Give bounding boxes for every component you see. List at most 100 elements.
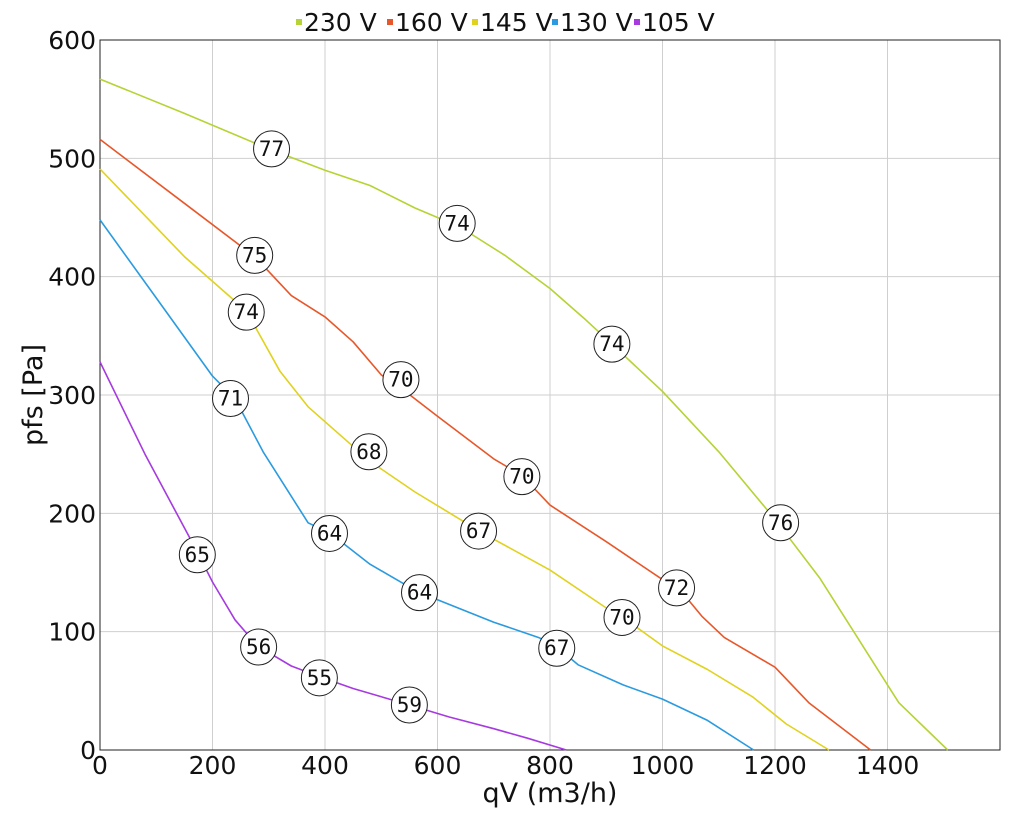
noise-level-marker: 74 [438, 204, 476, 242]
marker-circle [227, 293, 265, 331]
marker-circle [253, 130, 291, 168]
noise-level-marker: 76 [762, 504, 800, 542]
marker-circle [401, 574, 438, 612]
marker-label: 76 [768, 511, 793, 535]
marker-circle [382, 361, 420, 399]
noise-level-marker: 65 [178, 536, 216, 574]
legend-item: 145 V [472, 8, 553, 37]
noise-level-marker: 74 [227, 293, 265, 331]
noise-level-marker: 71 [212, 380, 249, 418]
noise-level-marker: 74 [593, 325, 631, 363]
marker-circle [593, 325, 631, 363]
y-tick-label: 0 [80, 736, 96, 765]
marker-label: 59 [397, 693, 422, 717]
marker-label: 71 [218, 387, 243, 411]
legend-swatch [387, 19, 393, 25]
legend-item: 105 V [634, 8, 715, 37]
legend-swatch [472, 19, 478, 25]
x-tick-label: 600 [414, 751, 462, 780]
marker-label: 74 [599, 332, 624, 356]
marker-label: 72 [664, 576, 689, 600]
legend-label: 130 V [560, 8, 633, 37]
axis-ticks: 0 200 400 600 800 1000 1200 1400 0 100 200 300 400 50… [48, 26, 919, 780]
noise-level-marker: 70 [382, 361, 420, 399]
noise-level-marker: 55 [300, 659, 338, 697]
marker-label: 75 [242, 243, 267, 267]
legend-item: 130 V [552, 8, 633, 37]
marker-label: 67 [544, 636, 569, 660]
y-tick-label: 500 [48, 144, 96, 173]
marker-circle [212, 380, 249, 418]
series-line [99, 361, 567, 751]
marker-label: 77 [259, 137, 284, 161]
series-line [99, 168, 830, 751]
noise-level-marker: 77 [253, 130, 291, 168]
marker-circle [300, 659, 338, 697]
marker-circle [178, 536, 216, 574]
series-line [99, 78, 949, 751]
legend-label: 145 V [480, 8, 553, 37]
noise-level-marker: 56 [240, 628, 278, 666]
marker-label: 64 [317, 521, 342, 545]
series-line [99, 138, 872, 751]
noise-level-marker: 75 [236, 236, 274, 274]
marker-circle [311, 514, 348, 552]
marker-circle [390, 686, 428, 724]
x-tick-label: 200 [189, 751, 237, 780]
y-tick-label: 400 [48, 263, 96, 292]
legend-label: 230 V [304, 8, 377, 37]
legend-swatch [296, 19, 302, 25]
y-tick-label: 100 [48, 618, 96, 647]
y-tick-label: 600 [48, 26, 96, 55]
legend-label: 105 V [642, 8, 715, 37]
marker-label: 74 [234, 300, 259, 324]
x-tick-label: 800 [526, 751, 574, 780]
marker-label: 70 [388, 368, 413, 392]
marker-circle [240, 628, 278, 666]
x-axis-title: qV (m3/h) [483, 778, 618, 809]
noise-level-marker: 70 [503, 458, 541, 496]
legend-item: 160 V [387, 8, 468, 37]
marker-circle [603, 598, 641, 636]
plot-frame [99, 39, 1001, 751]
grid [99, 39, 1000, 751]
marker-label: 74 [445, 211, 470, 235]
legend-item: 230 V [296, 8, 377, 37]
noise-level-marker: 72 [658, 569, 696, 607]
marker-circle [460, 512, 498, 550]
x-tick-label: 0 [92, 751, 108, 780]
noise-level-marker: 70 [603, 598, 641, 636]
legend-swatch [634, 19, 640, 25]
marker-circle [538, 629, 576, 667]
legend-swatch [552, 19, 558, 25]
marker-label: 68 [356, 440, 381, 464]
marker-circle [658, 569, 696, 607]
x-tick-label: 400 [301, 751, 349, 780]
marker-label: 70 [509, 465, 534, 489]
marker-label: 67 [466, 519, 491, 543]
series-line [99, 219, 755, 751]
marker-group: 77 74 74 76 75 70 70 72 74 68 67 70 71 64 64 67 65 56 55 59 [178, 130, 800, 724]
y-tick-label: 300 [48, 381, 96, 410]
x-tick-label: 1000 [631, 751, 695, 780]
noise-level-marker: 67 [538, 629, 576, 667]
marker-label: 64 [407, 581, 432, 605]
noise-level-marker: 64 [311, 514, 348, 552]
marker-circle [438, 204, 476, 242]
marker-label: 55 [307, 666, 332, 690]
noise-level-marker: 59 [390, 686, 428, 724]
marker-label: 56 [246, 635, 271, 659]
x-tick-label: 1400 [856, 751, 920, 780]
marker-label: 70 [609, 605, 634, 629]
noise-level-marker: 64 [401, 574, 438, 612]
noise-level-marker: 67 [460, 512, 498, 550]
y-tick-label: 200 [48, 499, 96, 528]
y-axis-title: pfs [Pa] [18, 344, 49, 446]
legend: 230 V 160 V 145 V 130 V 105 V [296, 8, 715, 37]
marker-label: 65 [185, 543, 210, 567]
marker-circle [762, 504, 800, 542]
marker-circle [236, 236, 274, 274]
marker-circle [503, 458, 541, 496]
x-tick-label: 1200 [743, 751, 807, 780]
